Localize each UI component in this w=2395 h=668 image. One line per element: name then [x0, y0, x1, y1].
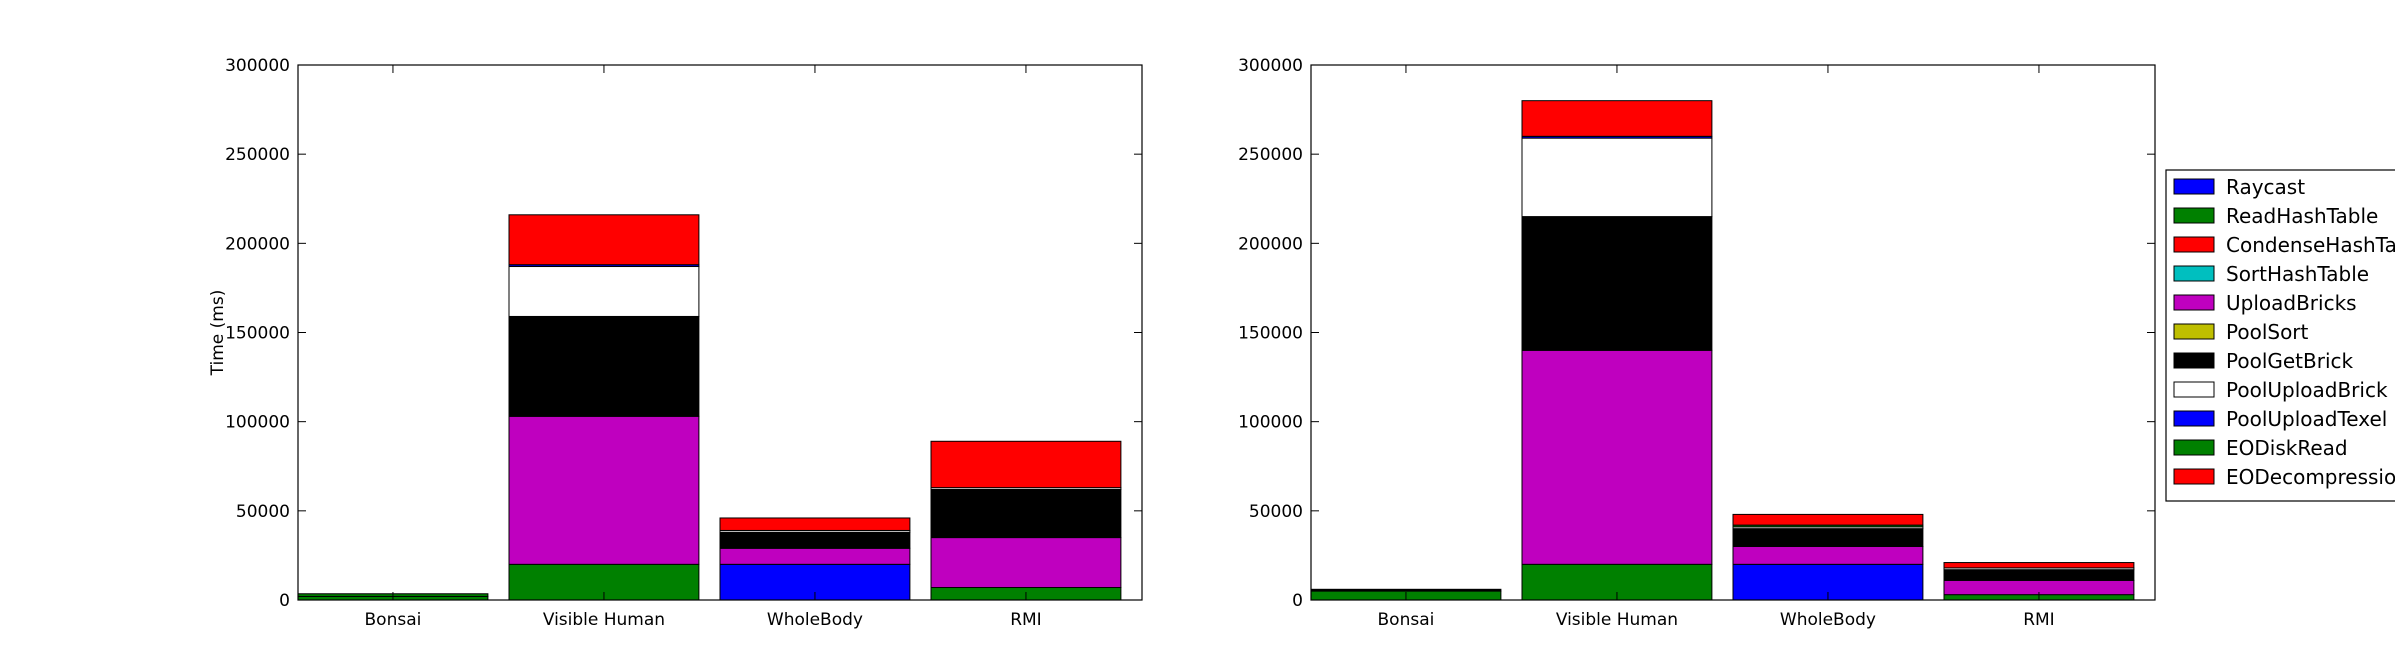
- bar-segment-visible-human-pooluploadbrick: [508, 266, 700, 317]
- x-tick-label-wholebody: WholeBody: [1780, 610, 1876, 630]
- bar-segment-visible-human-poolgetbrick: [508, 315, 700, 417]
- x-tick-label-wholebody: WholeBody: [767, 610, 863, 630]
- bar-segment-wholebody-uploadbricks: [719, 547, 911, 565]
- legend-swatch-pooluploadtexel: [2173, 410, 2215, 427]
- x-tick-label-bonsai: Bonsai: [365, 610, 422, 630]
- bar-segment-visible-human-eodecompression: [1521, 100, 1713, 137]
- legend-label-poolgetbrick: PoolGetBrick: [2226, 349, 2354, 373]
- legend-label-condensehashtable: CondenseHashTable: [2226, 233, 2395, 257]
- legend-label-uploadbricks: UploadBricks: [2226, 291, 2357, 315]
- x-tick-label-rmi: RMI: [1010, 610, 1042, 630]
- bar-segment-visible-human-poolgetbrick: [1521, 216, 1713, 351]
- y-tick-label: 250000: [225, 145, 290, 165]
- legend-label-readhashtable: ReadHashTable: [2226, 204, 2378, 228]
- x-tick-label-visible-human: Visible Human: [543, 610, 665, 630]
- legend-swatch-eodecompression: [2173, 468, 2215, 485]
- chart-left: 0 50000 100000 150000 200000 250000 300000 Bons…: [208, 56, 1143, 630]
- bar-segment-rmi-eodecompression: [930, 440, 1122, 489]
- bar-segment-rmi-eodecompression: [1943, 562, 2135, 569]
- y-tick-label: 0: [279, 591, 290, 611]
- legend-label-poolsort: PoolSort: [2226, 320, 2309, 344]
- bar-segment-rmi-uploadbricks: [930, 537, 1122, 589]
- x-tick-label-visible-human: Visible Human: [1556, 610, 1678, 630]
- bar-segment-wholebody-eodecompression: [719, 517, 911, 531]
- legend-swatch-eodiskread: [2173, 439, 2215, 456]
- legend-swatch-pooluploadbrick: [2173, 381, 2215, 398]
- bar-segment-wholebody-uploadbricks: [1732, 546, 1924, 565]
- y-tick-label: 250000: [1238, 145, 1303, 165]
- y-tick-label: 200000: [225, 234, 290, 254]
- legend-label-pooluploadbrick: PoolUploadBrick: [2226, 378, 2388, 402]
- y-tick-label: 150000: [1238, 324, 1303, 344]
- legend-label-eodiskread: EODiskRead: [2226, 436, 2348, 460]
- bar-segment-rmi-poolgetbrick: [930, 488, 1122, 539]
- chart-right: 0 50000 100000 150000 200000 250000 300000 Bons…: [1238, 56, 2156, 630]
- bar-segment-visible-human-eodecompression: [508, 214, 700, 266]
- legend-swatch-poolsort: [2173, 323, 2215, 340]
- y-tick-label: 200000: [1238, 234, 1303, 254]
- legend-swatch-raycast: [2173, 178, 2215, 195]
- legend-swatch-poolgetbrick: [2173, 352, 2215, 369]
- y-tick-label: 150000: [225, 324, 290, 344]
- legend: Raycast ReadHashTable CondenseHashTable Sor…: [2165, 169, 2395, 502]
- legend-swatch-condensehashtable: [2173, 236, 2215, 253]
- bar-segment-visible-human-uploadbricks: [508, 415, 700, 565]
- x-tick-label-bonsai: Bonsai: [1378, 610, 1435, 630]
- legend-label-raycast: Raycast: [2226, 175, 2305, 199]
- bar-segment-visible-human-uploadbricks: [1521, 349, 1713, 565]
- bar-segment-wholebody-eodecompression: [1732, 513, 1924, 526]
- legend-label-pooluploadtexel: PoolUploadTexel: [2226, 407, 2387, 431]
- y-tick-label: 100000: [225, 413, 290, 433]
- bar-segment-rmi-poolgetbrick: [1943, 569, 2135, 581]
- bar-segment-visible-human-pooluploadbrick: [1521, 137, 1713, 218]
- bar-segment-bonsai-poolgetbrick: [1310, 588, 1502, 592]
- y-tick-label: 100000: [1238, 413, 1303, 433]
- y-tick-label: 300000: [225, 56, 290, 76]
- legend-label-sorthashtable: SortHashTable: [2226, 262, 2369, 286]
- legend-label-eodecompression: EODecompression: [2226, 465, 2395, 489]
- y-tick-label: 0: [1292, 591, 1303, 611]
- legend-swatch-sorthashtable: [2173, 265, 2215, 282]
- x-tick-label-rmi: RMI: [2023, 610, 2055, 630]
- legend-swatch-readhashtable: [2173, 207, 2215, 224]
- y-tick-label: 300000: [1238, 56, 1303, 76]
- y-tick-label: 50000: [236, 502, 290, 522]
- legend-swatch-uploadbricks: [2173, 294, 2215, 311]
- y-tick-label: 50000: [1249, 502, 1303, 522]
- bar-segment-wholebody-poolgetbrick: [1732, 528, 1924, 547]
- bar-segment-wholebody-poolgetbrick: [719, 531, 911, 549]
- y-axis-title: Time (ms): [208, 290, 228, 377]
